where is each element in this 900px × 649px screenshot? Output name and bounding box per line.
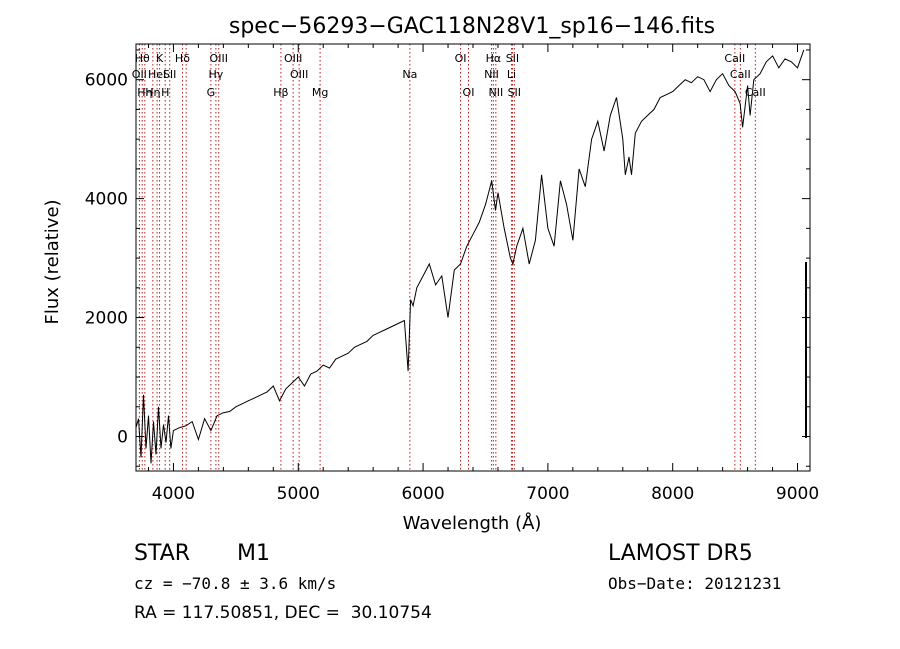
spectral-line-labels: OIIHθHηHηHeIKHSIIHδGHγOIIIHβOIIIOIIIMgNa… bbox=[132, 52, 766, 99]
spectral-line-label: NII bbox=[488, 86, 503, 99]
spectral-line-label: HeI bbox=[148, 68, 166, 81]
spectral-line-label: NII bbox=[484, 68, 499, 81]
x-axis: 4000 5000 6000 7000 8000 9000 bbox=[147, 44, 819, 504]
spectral-line-label: OI bbox=[455, 52, 467, 65]
survey-label: LAMOST DR5 bbox=[608, 541, 753, 566]
x-tick-label: 7000 bbox=[526, 484, 569, 504]
y-tick-label: 2000 bbox=[85, 309, 128, 329]
y-tick-label: 6000 bbox=[85, 71, 128, 91]
spectral-line-label: OIII bbox=[284, 52, 302, 65]
object-subclass: M1 bbox=[237, 541, 270, 566]
spectral-line-label: Hη bbox=[137, 86, 152, 99]
x-tick-label: 6000 bbox=[401, 484, 444, 504]
y-axis-label: Flux (relative) bbox=[42, 199, 63, 324]
spectral-line-label: K bbox=[156, 52, 164, 65]
x-tick-label: 4000 bbox=[152, 484, 195, 504]
spectral-line-label: Na bbox=[402, 68, 417, 81]
x-tick-label: 8000 bbox=[651, 484, 694, 504]
spectral-line-label: OI bbox=[463, 86, 475, 99]
spectral-line-label: CaII bbox=[724, 52, 745, 65]
y-axis: 0 2000 4000 6000 bbox=[85, 49, 810, 467]
spectrum-series-group bbox=[135, 49, 805, 464]
spectral-line-markers bbox=[138, 44, 756, 471]
spectral-line-label: Hβ bbox=[273, 86, 288, 99]
spectral-line-label: CaII bbox=[745, 86, 766, 99]
spectral-line-label: OIII bbox=[290, 68, 308, 81]
x-axis-label: Wavelength (Å) bbox=[403, 512, 542, 534]
spectral-line-label: Mg bbox=[312, 86, 328, 99]
spectral-line-label: SII bbox=[163, 68, 176, 81]
plot-frame bbox=[135, 43, 811, 472]
spectral-line-label: OIII bbox=[210, 52, 228, 65]
spectral-line-label: SII bbox=[506, 52, 519, 65]
spectral-line-label: Hδ bbox=[175, 52, 190, 65]
spectral-line-label: Hγ bbox=[208, 68, 223, 81]
chart-title: spec−56293−GAC118N28V1_sp16−146.fits bbox=[229, 14, 715, 39]
spectral-line-label: Hθ bbox=[135, 52, 150, 65]
spectral-line-label: SII bbox=[508, 86, 521, 99]
spectral-line-label: Li bbox=[507, 68, 516, 81]
spectral-line-label: Hα bbox=[486, 52, 502, 65]
y-tick-label: 4000 bbox=[85, 190, 128, 210]
coordinates: RA = 117.50851, DEC = 30.10754 bbox=[134, 603, 432, 623]
x-tick-label: 9000 bbox=[776, 484, 819, 504]
x-tick-label: 5000 bbox=[277, 484, 320, 504]
spectral-line-label: OII bbox=[132, 68, 147, 81]
obs-date: Obs−Date: 20121231 bbox=[608, 574, 782, 593]
spectral-line-label: H bbox=[161, 86, 169, 99]
spectral-line-label: G bbox=[207, 86, 216, 99]
spectral-line-label: Hη bbox=[145, 86, 160, 99]
object-class: STAR bbox=[134, 541, 191, 566]
spectral-line-label: CaII bbox=[730, 68, 751, 81]
spectrum-line bbox=[135, 49, 805, 464]
y-tick-label: 0 bbox=[117, 428, 128, 448]
velocity-readout: cz = −70.8 ± 3.6 km/s bbox=[134, 574, 337, 593]
